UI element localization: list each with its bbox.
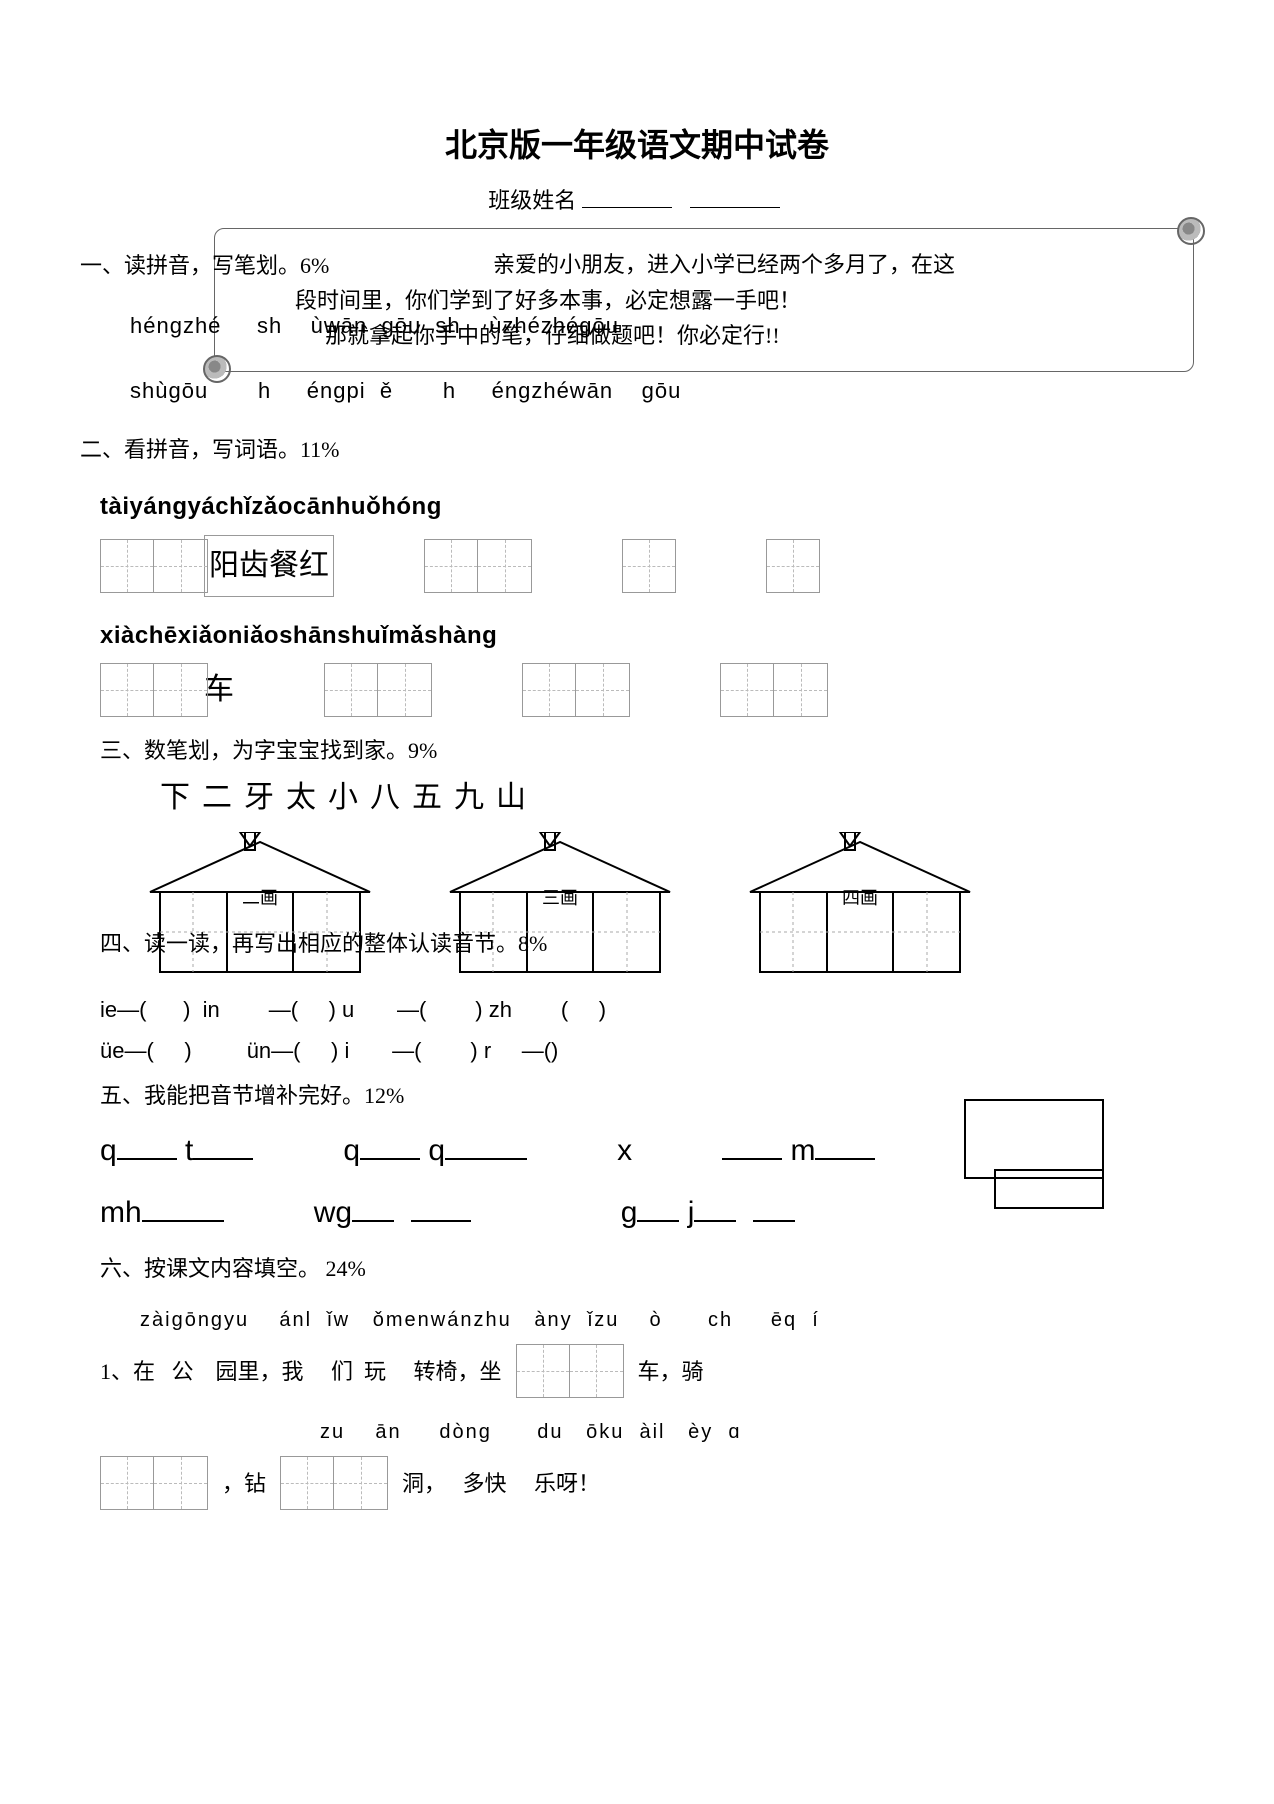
tian-pair[interactable] [522,663,630,717]
tian-pair[interactable] [100,663,208,717]
q3-label: 三、数笔划，为字宝宝找到家。9% [100,733,1174,768]
tian-pair[interactable] [516,1344,624,1398]
question-1: 一、读拼音，写笔划。6% héngzhé sh ùwān gōu sh ùzhé… [80,248,681,467]
blank[interactable] [445,1144,527,1160]
blank[interactable] [637,1206,679,1222]
blank[interactable] [352,1206,394,1222]
q5-letter: g [621,1196,638,1229]
q5-letter: mh [100,1196,142,1229]
q5-letter: m [790,1134,815,1167]
tian-pair[interactable] [324,663,432,717]
q1-label: 一、读拼音，写笔划。6% [80,248,681,283]
q4-row[interactable]: üe—( ) ün—( ) i —( ) r —() [100,1033,1174,1068]
tian-pair[interactable] [100,1456,208,1510]
blank[interactable] [722,1144,782,1160]
q1-pinyin: shùgōu h éngpi ě h éngzhéwān gōu [130,373,681,408]
q5-letter: wg [314,1196,352,1229]
q6-text: 洞， 多快 乐呀！ [402,1466,600,1501]
tian-pair[interactable] [100,539,208,593]
subtitle-prefix: 班级姓名 [488,188,576,213]
blank[interactable] [117,1144,177,1160]
q6-pinyin: zàigōngyu ánl ǐw ǒmenwánzhu àny ǐzu ò ch… [140,1304,1174,1336]
question-5: 五、我能把音节增补完好。12% q t q q x m mh wg g j [100,1078,1174,1237]
q2-label: 二、看拼音，写词语。11% [80,432,681,467]
q3-chars: 下二牙太小八五九山 [160,774,1174,822]
q2-pinyin-2: xiàchēxiǎoniǎoshānshuǐmǎshàng [100,617,1174,655]
tian-pair[interactable] [720,663,828,717]
tian-single[interactable] [622,539,676,593]
q4-label: 四、读一读，再写出相应的整体认读音节。8% [100,926,1174,961]
blank[interactable] [193,1144,253,1160]
q6-label: 六、按课文内容填空。 24% [100,1251,1174,1286]
q5-letter: x [617,1134,632,1167]
q5-letter: q [100,1134,117,1167]
blank-line[interactable] [690,190,780,208]
blank[interactable] [142,1206,224,1222]
house-label: 三画 [430,884,690,913]
question-4: 四、读一读，再写出相应的整体认读音节。8% ie—( ) in —( ) u —… [100,926,1174,1068]
house-label: 四画 [730,884,990,913]
blank[interactable] [411,1206,471,1222]
question-2: tàiyángyáchǐzǎocānhuǒhóng 阳齿餐红 xiàchēxiǎ… [100,488,1174,717]
q5-letter: q [428,1134,445,1167]
blank[interactable] [815,1144,875,1160]
q4-row[interactable]: ie—( ) in —( ) u —( ) zh ( ) [100,992,1174,1027]
q6-text: ，钻 [222,1466,266,1501]
blank[interactable] [694,1206,736,1222]
q5-letter: j [688,1196,695,1229]
q6-text: 1、在 公 园里，我 们 玩 转椅，坐 [100,1354,502,1389]
tian-pair[interactable] [280,1456,388,1510]
class-name-line: 班级姓名 [100,183,1174,218]
blank[interactable] [360,1144,420,1160]
q5-letter: q [343,1134,360,1167]
house-label: 二画 [130,884,390,913]
q5-letter: t [185,1134,193,1167]
q6-text: 车，骑 [638,1354,704,1389]
blank-line[interactable] [582,190,672,208]
question-6: 六、按课文内容填空。 24% zàigōngyu ánl ǐw ǒmenwánz… [100,1251,1174,1510]
q6-pinyin: zu ān dòng du ōku àil èy ɑ [320,1416,1174,1448]
tian-single[interactable] [766,539,820,593]
blank[interactable] [753,1206,795,1222]
hint-chars: 车 [204,666,234,714]
hint-chars: 阳齿餐红 [204,535,334,597]
q1-pinyin: héngzhé sh ùwān gōu sh ùzhézhégōu [130,308,681,343]
page-title: 北京版一年级语文期中试卷 [100,120,1174,171]
q2-pinyin-1: tàiyángyáchǐzǎocānhuǒhóng [100,488,1174,526]
tian-pair[interactable] [424,539,532,593]
scroll-curl-icon [1177,217,1205,245]
